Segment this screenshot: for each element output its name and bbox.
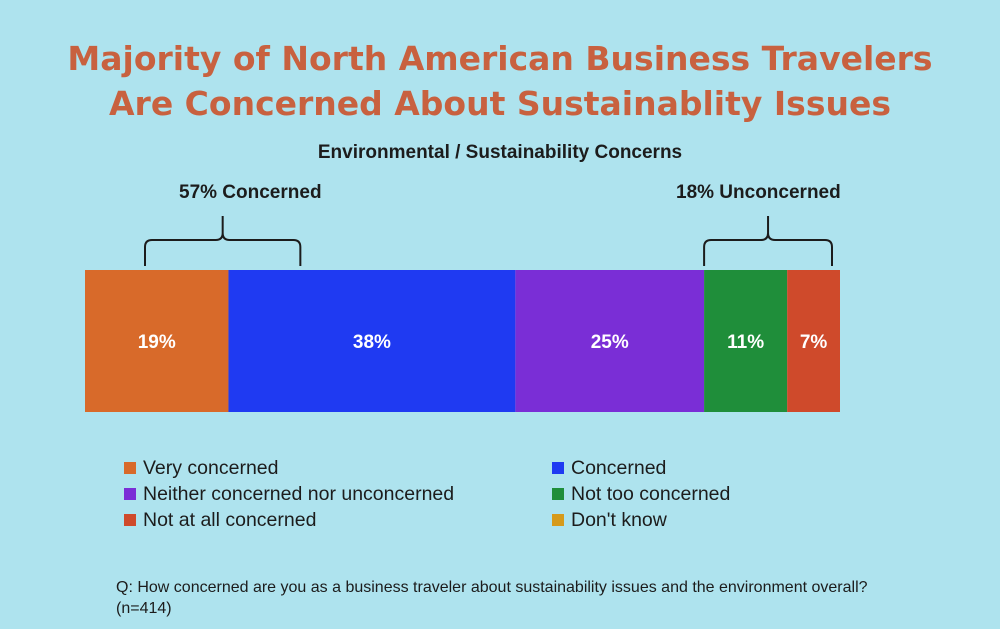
legend-label: Don't know [571, 508, 667, 531]
bar-data-label-1: 38% [353, 332, 391, 353]
concerned-bracket [144, 216, 302, 266]
bar-data-label-3: 11% [727, 332, 764, 353]
bar-data-label-2: 25% [591, 332, 629, 353]
legend-item-neither: Neither concerned nor unconcerned [124, 482, 552, 506]
legend-swatch [124, 514, 136, 526]
legend-swatch [552, 462, 564, 474]
legend-item-not-too-concerned: Not too concerned [552, 482, 872, 506]
legend-swatch [124, 488, 136, 500]
legend-swatch [552, 514, 564, 526]
bar-segment-3 [704, 270, 788, 412]
bar-segment-2 [515, 270, 705, 412]
legend-label: Neither concerned nor unconcerned [143, 482, 455, 505]
chart-title: Majority of North American Business Trav… [0, 36, 1000, 126]
bar-segments: 19% 38% 25% 11% 7% [85, 270, 840, 412]
legend-item-not-at-all-concerned: Not at all concerned [124, 508, 552, 532]
survey-question-footnote: Q: How concerned are you as a business t… [116, 579, 868, 617]
legend-label: Concerned [571, 456, 667, 479]
chart-subtitle: Environmental / Sustainability Concerns [317, 142, 683, 163]
legend-label: Not at all concerned [143, 508, 317, 531]
legend-swatch [124, 462, 136, 474]
legend-label: Not too concerned [571, 482, 731, 505]
chart-legend: Very concerned Concerned Neither concern… [124, 456, 884, 532]
chart-title-line-2: Are Concerned About Sustainablity Issues [109, 84, 891, 123]
legend-item-very-concerned: Very concerned [124, 456, 552, 480]
legend-label: Very concerned [143, 456, 279, 479]
unconcerned-group-label: 18% Unconcerned [676, 182, 841, 203]
bar-data-label-0: 19% [138, 332, 176, 353]
bar-segment-0 [85, 270, 229, 412]
bar-segment-4 [787, 270, 840, 412]
unconcerned-bracket [703, 216, 833, 266]
legend-swatch [552, 488, 564, 500]
group-brackets [144, 216, 833, 266]
chart-title-line-1: Majority of North American Business Trav… [67, 39, 933, 78]
bar-segment-1 [228, 270, 516, 412]
legend-item-dont-know: Don't know [552, 508, 872, 532]
bar-data-label-4: 7% [800, 332, 828, 353]
concerned-group-label: 57% Concerned [179, 182, 322, 203]
legend-item-concerned: Concerned [552, 456, 872, 480]
